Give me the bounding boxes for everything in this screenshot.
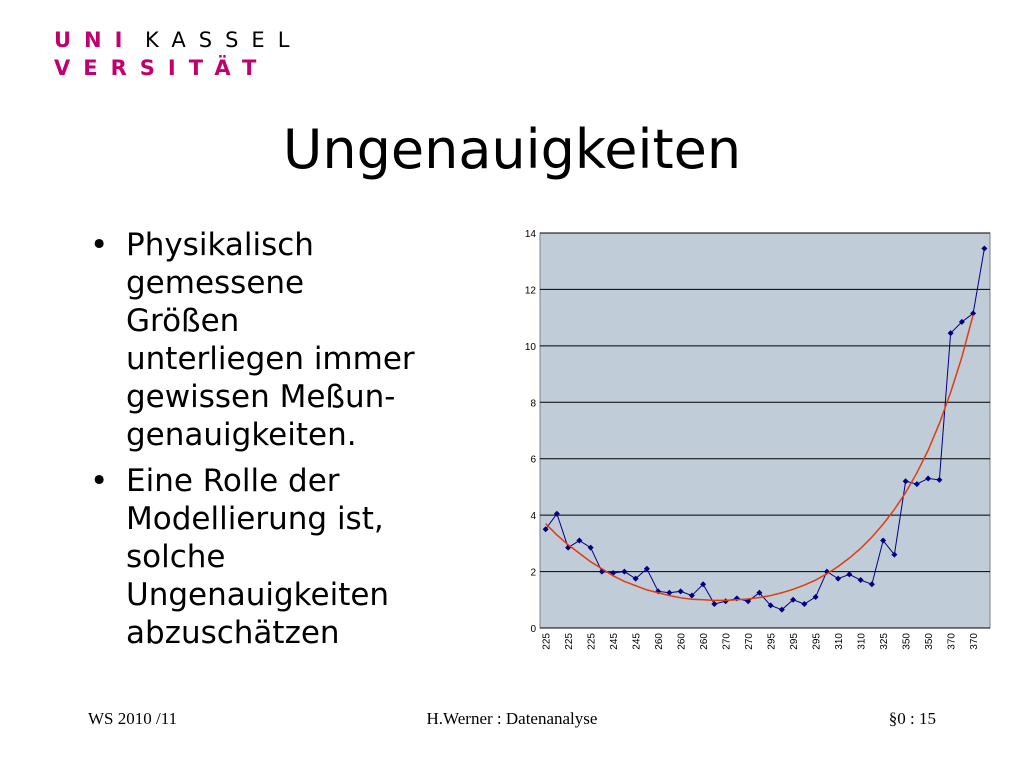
data-point (700, 581, 707, 588)
data-point (711, 601, 718, 608)
data-point (913, 481, 920, 488)
x-tick-label: 260 (699, 633, 710, 650)
bullet-line: Ungenauigkeiten (126, 577, 389, 613)
trend-line (545, 314, 974, 602)
bullet-line: unterliegen immer (126, 341, 415, 377)
data-point (812, 593, 819, 600)
x-tick-label: 295 (789, 633, 800, 650)
x-tick-label: 270 (722, 633, 733, 650)
data-point (880, 537, 887, 544)
logo-uni: UNI (54, 28, 135, 52)
data-point (970, 310, 977, 317)
bullet-dot: • (90, 463, 108, 499)
x-tick-label: 270 (744, 633, 755, 650)
x-tick-label: 310 (834, 633, 845, 650)
data-point (958, 318, 965, 325)
data-point (756, 589, 763, 596)
y-tick-label: 0 (530, 624, 536, 635)
y-tick-label: 2 (530, 568, 536, 579)
x-tick-label: 260 (677, 633, 688, 650)
data-point (936, 476, 943, 483)
x-tick-label: 245 (609, 633, 620, 650)
bullet-line: abzuschätzen (126, 615, 340, 651)
bullet-line: Eine Rolle der (126, 463, 340, 499)
data-point (868, 581, 875, 588)
data-point (790, 596, 797, 603)
x-tick-label: 370 (947, 633, 958, 650)
y-tick-label: 14 (525, 229, 537, 240)
bullet-line: genauigkeiten. (126, 417, 357, 453)
data-point (947, 330, 954, 337)
y-tick-label: 12 (525, 285, 537, 296)
data-point (891, 551, 898, 558)
data-point (553, 510, 560, 517)
bullet-line: solche (126, 539, 226, 575)
y-tick-label: 8 (530, 398, 536, 409)
data-point (835, 575, 842, 582)
data-point (688, 592, 695, 599)
x-tick-label: 295 (812, 633, 823, 650)
x-tick-label: 350 (924, 633, 935, 650)
data-point (632, 575, 639, 582)
bullet-line: Modellierung ist, (126, 501, 384, 537)
chart: 0 2 4 6 8 10 12 14 225 225 225 245 245 260 260 260 270 27… (525, 229, 991, 650)
bullet-line: Größen (126, 303, 239, 339)
x-tick-label: 370 (969, 633, 980, 650)
plot-area (539, 232, 991, 629)
data-point (902, 478, 909, 485)
x-tick-label: 260 (654, 633, 665, 650)
bullet-line: gewissen Meßun- (126, 379, 395, 415)
data-point (542, 526, 549, 533)
x-tick-label: 295 (767, 633, 778, 650)
data-point (925, 475, 932, 482)
data-point (677, 588, 684, 595)
bullet-line: gemessene (126, 265, 304, 301)
slide-title: Ungenauigkeiten (283, 118, 741, 181)
data-point (587, 544, 594, 551)
y-tick-label: 10 (525, 342, 537, 353)
data-point (846, 571, 853, 578)
footer-center: H.Werner : Datenanalyse (427, 709, 598, 728)
x-tick-label: 245 (632, 633, 643, 650)
bullets: • PhysikalischgemesseneGrößenunterliegen … (90, 227, 415, 651)
data-point (801, 601, 808, 608)
x-tick-label: 225 (564, 633, 575, 650)
x-tick-label: 225 (542, 633, 553, 650)
data-point (576, 537, 583, 544)
x-tick-label: 350 (902, 633, 913, 650)
x-tick-label: 225 (587, 633, 598, 650)
bullet-dot: • (90, 227, 108, 263)
x-tick-label: 310 (857, 633, 868, 650)
data-point (767, 602, 774, 609)
data-point (621, 568, 628, 575)
footer-right: §0 : 15 (889, 709, 936, 728)
data-point (857, 577, 864, 584)
footer-left: WS 2010 /11 (88, 709, 177, 728)
y-tick-label: 4 (530, 511, 536, 522)
data-point (778, 606, 785, 613)
logo-versitaet: VERSITÄT (54, 55, 269, 80)
logo-kassel: KASSEL (145, 28, 302, 52)
data-point (643, 565, 650, 572)
bullet-line: Physikalisch (126, 227, 314, 263)
data-point (666, 589, 673, 596)
data-point (981, 245, 988, 252)
x-tick-label: 325 (879, 633, 890, 650)
y-tick-label: 6 (530, 455, 536, 466)
